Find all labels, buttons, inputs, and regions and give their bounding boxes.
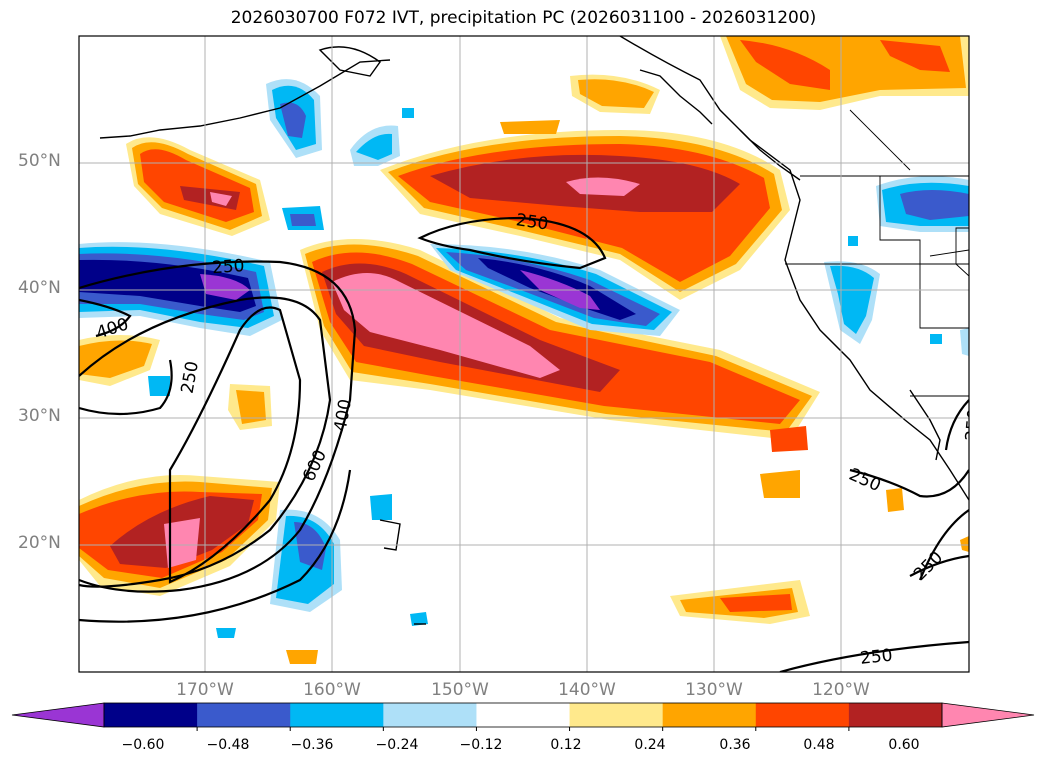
- colorbar-extend-low: [11, 702, 105, 728]
- colorbar-tick-label: −0.60: [121, 737, 165, 753]
- colorbar-segment: [383, 703, 477, 727]
- colorbar-segment: [476, 703, 571, 727]
- colorbar-tick-label: −0.36: [290, 737, 334, 753]
- pos-anomaly-main-plume: [300, 239, 820, 440]
- colorbar-tick-label: −0.24: [375, 737, 419, 753]
- colorbar-segment: [848, 703, 943, 727]
- colorbar-tick-label: −0.12: [459, 737, 503, 753]
- colorbar-segment: [290, 703, 384, 727]
- contour-labels: 250 250 400 250 400 600 250 250 250 250: [94, 210, 985, 669]
- lat-label-30: 30°N: [18, 406, 61, 426]
- lon-label-120w: 120°W: [812, 680, 870, 700]
- colorbar-segment: [104, 703, 198, 727]
- lon-label-130w: 130°W: [685, 680, 743, 700]
- lon-label-170w: 170°W: [176, 680, 234, 700]
- contour-label-250-north: 250: [515, 210, 550, 234]
- colorbar-tick-label: 0.36: [719, 737, 751, 753]
- colorbar-tick-label: 0.24: [634, 737, 666, 753]
- lon-label-140w: 140°W: [558, 680, 616, 700]
- pos-anomaly-southwest: [79, 475, 280, 596]
- coastlines: [99, 36, 969, 625]
- political-boundaries: [785, 109, 969, 397]
- lat-label-20: 20°N: [18, 533, 61, 553]
- graticule: [79, 36, 969, 672]
- lat-label-40: 40°N: [18, 278, 61, 298]
- contour-label-250-west: 250: [211, 256, 245, 278]
- colorbar-tick-label: 0.12: [550, 737, 582, 753]
- colorbar-segment: [569, 703, 664, 727]
- lat-label-50: 50°N: [18, 151, 61, 171]
- colorbar-frame: [103, 702, 943, 728]
- colorbar-extend-high: [941, 702, 1035, 728]
- ivt-contours: [79, 216, 969, 672]
- colorbar-tick-label: 0.48: [803, 737, 835, 753]
- colorbar-tick-label: −0.48: [206, 737, 250, 753]
- colorbar: [11, 702, 1035, 731]
- contour-label-250-south: 250: [859, 646, 893, 669]
- plot-frame: [78, 35, 970, 673]
- pos-anomaly-north-plume: [380, 130, 790, 300]
- pos-anomaly-northwest: [126, 137, 270, 236]
- map-title: 2026030700 F072 IVT, precipitation PC (2…: [230, 8, 817, 28]
- contour-label-250-coast: 250: [962, 408, 985, 442]
- colorbar-segment: [197, 703, 291, 727]
- neg-anomaly-west-band: [79, 242, 282, 336]
- neg-anomaly-small-cells: [148, 79, 969, 638]
- colorbar-segment: [662, 703, 757, 727]
- colorbar-segment: [755, 703, 850, 727]
- pos-anomaly-small-cells: [228, 74, 969, 664]
- lon-label-150w: 150°W: [431, 680, 489, 700]
- lon-label-160w: 160°W: [303, 680, 361, 700]
- pos-anomaly-west-lobe: [79, 335, 160, 386]
- colorbar-tick-label: 0.60: [888, 737, 920, 753]
- pos-anomaly-northeast: [720, 36, 969, 110]
